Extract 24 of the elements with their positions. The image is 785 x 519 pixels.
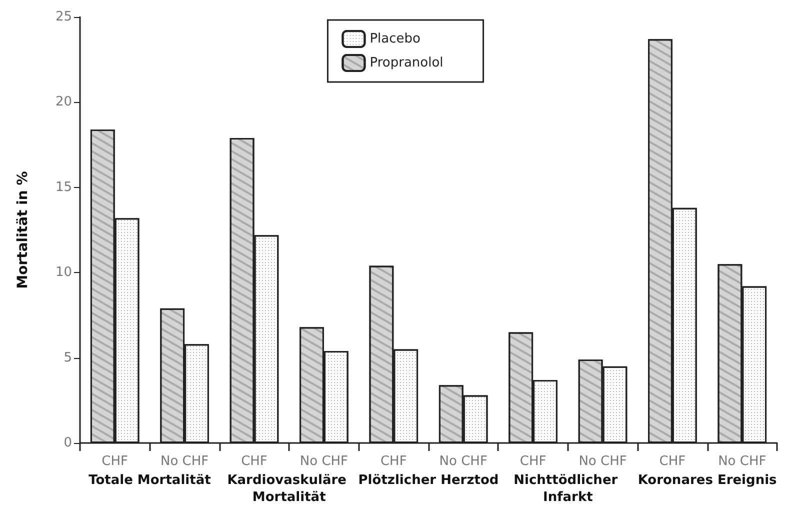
x-tick-label: No CHF <box>718 454 766 469</box>
y-tick-label: 0 <box>64 436 72 450</box>
y-tick-label: 10 <box>55 265 72 280</box>
y-tick-label: 15 <box>55 180 72 195</box>
text: Koronares Ereignis <box>638 473 778 488</box>
text: Plötzlicher Herztod <box>358 473 499 488</box>
text: Nichttödlicher Infarkt <box>514 473 622 505</box>
x-tick-label: No CHF <box>160 454 209 469</box>
y-tick-label: 5 <box>64 350 72 366</box>
legend-label: Propranolol <box>370 56 444 70</box>
legend-label: Placebo <box>370 32 421 46</box>
x-tick-label: No CHF <box>300 454 348 469</box>
x-tick-label: CHF <box>520 454 546 469</box>
x-tick-label: CHF <box>102 454 128 469</box>
x-tick-label: CHF <box>659 454 686 469</box>
y-tick-label: 25 <box>55 10 72 24</box>
y-tick-label: 20 <box>55 94 72 110</box>
x-tick-label: No CHF <box>439 454 488 469</box>
x-tick-label: CHF <box>241 454 268 469</box>
x-tick-label: CHF <box>380 454 407 469</box>
text: Kardiovaskuläre Mortalität <box>227 473 352 505</box>
x-tick-label: No CHF <box>578 454 627 469</box>
text: Totale Mortalität <box>88 473 211 488</box>
y-axis-title: Mortalität in % <box>15 171 31 289</box>
